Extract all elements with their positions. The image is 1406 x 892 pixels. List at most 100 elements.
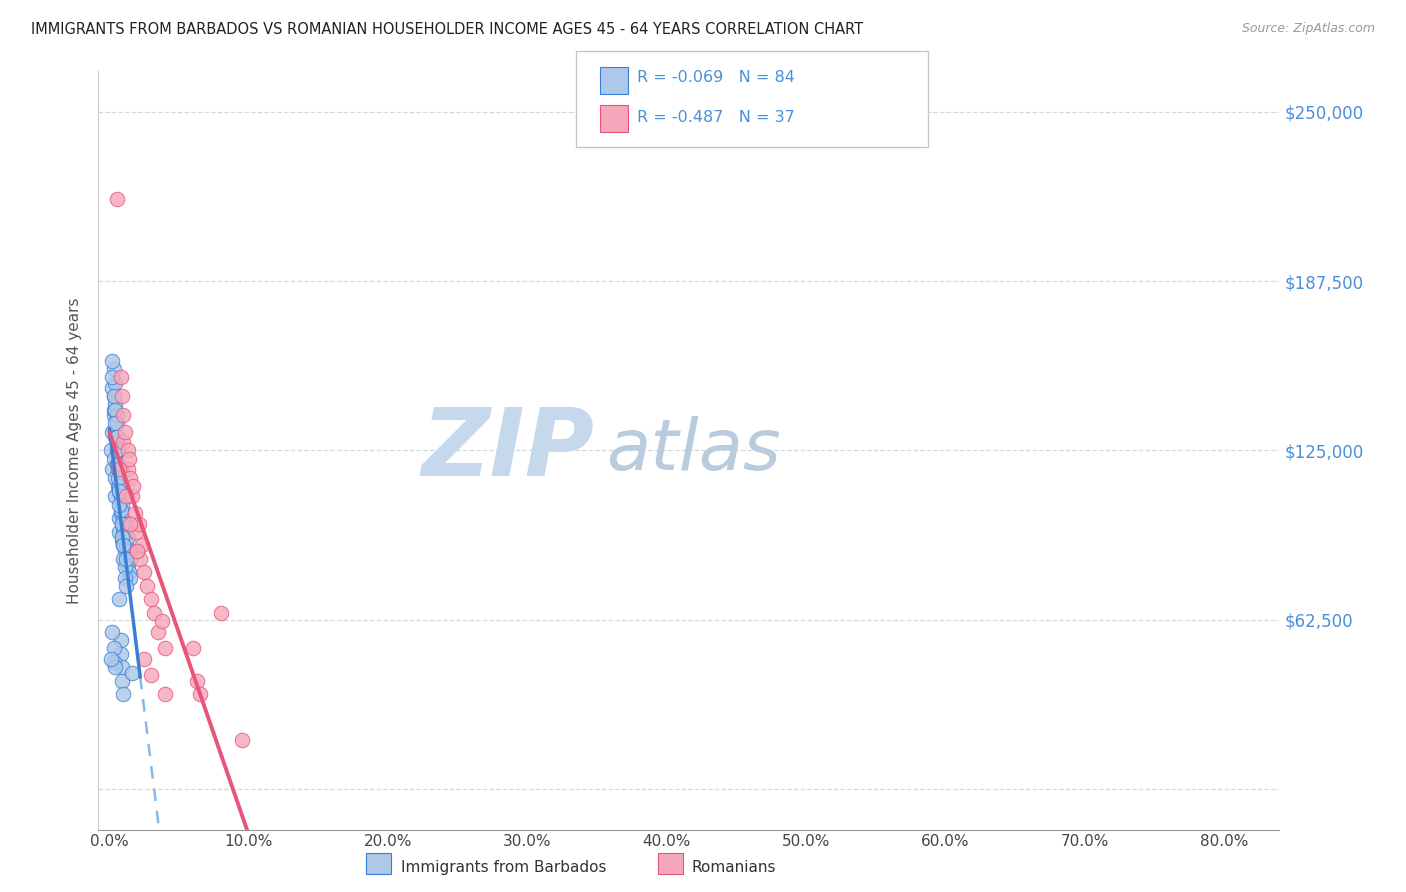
Point bbox=[127, 543, 149, 558]
Point bbox=[107, 470, 129, 484]
Point bbox=[114, 571, 136, 585]
Point bbox=[108, 524, 131, 539]
Point bbox=[110, 506, 132, 520]
Point bbox=[110, 370, 132, 384]
Text: Romanians: Romanians bbox=[692, 861, 776, 875]
Point bbox=[107, 457, 129, 471]
Point bbox=[111, 498, 134, 512]
Point bbox=[115, 551, 138, 566]
Point bbox=[128, 516, 150, 531]
Point bbox=[117, 443, 139, 458]
Point bbox=[111, 516, 134, 531]
Point bbox=[118, 566, 141, 580]
Point bbox=[111, 530, 134, 544]
Point bbox=[104, 402, 127, 417]
Point bbox=[120, 516, 142, 531]
Point bbox=[107, 462, 129, 476]
Point bbox=[155, 687, 177, 701]
Point bbox=[114, 530, 136, 544]
Point bbox=[105, 457, 128, 471]
Point bbox=[105, 430, 128, 444]
Point bbox=[108, 484, 131, 499]
Point bbox=[103, 389, 125, 403]
Point bbox=[181, 641, 204, 656]
Point bbox=[108, 484, 131, 499]
Point bbox=[186, 673, 208, 688]
Point bbox=[100, 652, 122, 666]
Point bbox=[118, 451, 141, 466]
Point bbox=[111, 389, 134, 403]
Point bbox=[117, 543, 139, 558]
Point bbox=[188, 687, 211, 701]
Text: R = -0.069   N = 84: R = -0.069 N = 84 bbox=[637, 70, 794, 85]
Point bbox=[105, 409, 128, 423]
Point bbox=[110, 462, 132, 476]
Point bbox=[101, 462, 124, 476]
Point bbox=[127, 543, 149, 558]
Point bbox=[103, 451, 125, 466]
Point bbox=[101, 624, 124, 639]
Point bbox=[108, 511, 131, 525]
Point bbox=[125, 524, 148, 539]
Point bbox=[122, 478, 145, 492]
Point bbox=[131, 538, 153, 552]
Point bbox=[115, 538, 138, 552]
Point bbox=[108, 462, 131, 476]
Point bbox=[112, 409, 135, 423]
Point bbox=[103, 362, 125, 376]
Point bbox=[152, 614, 174, 628]
Point bbox=[105, 443, 128, 458]
Point bbox=[103, 655, 125, 669]
Point bbox=[112, 551, 135, 566]
Point bbox=[108, 462, 131, 476]
Point bbox=[114, 543, 136, 558]
Point bbox=[112, 538, 135, 552]
Point bbox=[120, 470, 142, 484]
Point bbox=[112, 524, 135, 539]
Point bbox=[104, 660, 127, 674]
Point bbox=[209, 606, 232, 620]
Point bbox=[111, 516, 134, 531]
Point bbox=[112, 435, 135, 450]
Point bbox=[110, 490, 132, 504]
Point bbox=[101, 354, 124, 368]
Point bbox=[117, 530, 139, 544]
Point bbox=[100, 443, 122, 458]
Point bbox=[148, 624, 170, 639]
Text: Source: ZipAtlas.com: Source: ZipAtlas.com bbox=[1241, 22, 1375, 36]
Point bbox=[120, 571, 142, 585]
Point bbox=[115, 490, 138, 504]
Point bbox=[111, 533, 134, 547]
Point bbox=[117, 462, 139, 476]
Point bbox=[111, 660, 134, 674]
Point bbox=[104, 490, 127, 504]
Point bbox=[141, 592, 163, 607]
Point bbox=[101, 425, 124, 439]
Point bbox=[108, 498, 131, 512]
Point bbox=[104, 470, 127, 484]
Point bbox=[115, 579, 138, 593]
Point bbox=[134, 652, 156, 666]
Point bbox=[155, 641, 177, 656]
Point bbox=[108, 592, 131, 607]
Point bbox=[112, 687, 135, 701]
Point bbox=[107, 478, 129, 492]
Point bbox=[105, 192, 128, 206]
Text: Immigrants from Barbados: Immigrants from Barbados bbox=[401, 861, 606, 875]
Point bbox=[111, 673, 134, 688]
Point bbox=[112, 511, 135, 525]
Point bbox=[143, 606, 166, 620]
Point bbox=[105, 417, 128, 431]
Text: atlas: atlas bbox=[606, 416, 780, 485]
Point bbox=[103, 409, 125, 423]
Point bbox=[103, 402, 125, 417]
Point bbox=[112, 538, 135, 552]
Text: ZIP: ZIP bbox=[422, 404, 595, 497]
Point bbox=[117, 560, 139, 574]
Point bbox=[121, 665, 143, 680]
Point bbox=[103, 641, 125, 656]
Point bbox=[115, 551, 138, 566]
Point bbox=[114, 516, 136, 531]
Point bbox=[107, 443, 129, 458]
Point bbox=[103, 389, 125, 403]
